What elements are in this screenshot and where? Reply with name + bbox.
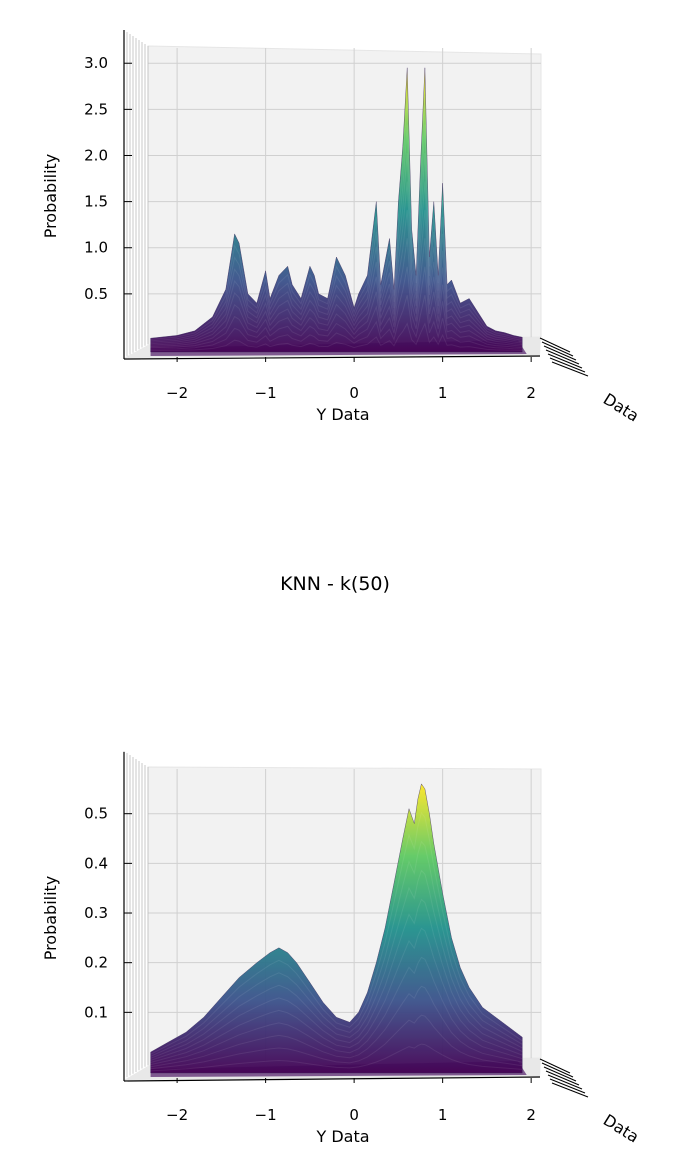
mesh-line (150, 840, 523, 1057)
x-axis-label: Y Data (315, 1127, 369, 1146)
y-tick-label: 2.5 (84, 100, 108, 118)
x-axis-label: Y Data (315, 405, 369, 424)
mesh-line (150, 927, 523, 1063)
x-tick-label: 0 (349, 1106, 359, 1124)
chart-panel-2: −2 −1 0 1 2 0.1 0.2 0.3 0.4 0.5 Y Data Probabili… (41, 751, 642, 1147)
y-axis-label: Probability (41, 154, 60, 239)
depth-tick (551, 1082, 589, 1098)
depth-tick (545, 1070, 580, 1086)
y-tick-label: 1.0 (84, 239, 108, 257)
mesh-line (150, 898, 523, 1061)
mesh-line (150, 181, 523, 345)
x-tick-label: −1 (255, 384, 277, 402)
surface-profile (150, 67, 523, 353)
y-tick-label: 0.5 (84, 805, 108, 823)
y-tick-label: 0.3 (84, 904, 108, 922)
mesh-line (150, 985, 523, 1068)
y-axis-label: Probability (41, 876, 60, 961)
y-tick-labels: 0.1 0.2 0.3 0.4 0.5 (84, 805, 132, 1021)
depth-tick (547, 1074, 583, 1090)
depth-axis (539, 1058, 589, 1098)
x-tick-label: 2 (526, 1106, 536, 1124)
mesh-line (150, 153, 523, 343)
x-tick-labels: −2 −1 0 1 2 (166, 357, 536, 402)
x-tick-label: −1 (255, 1106, 277, 1124)
x-tick-label: 2 (526, 384, 536, 402)
depth-tick (543, 1066, 577, 1082)
depth-axis-label: Data (600, 1110, 642, 1146)
surface-profile (150, 783, 523, 1074)
depth-tick (543, 345, 577, 361)
x-tick-label: 0 (349, 384, 359, 402)
y-tick-label: 0.2 (84, 954, 108, 972)
depth-tick (549, 357, 586, 373)
depth-tick (539, 1058, 571, 1074)
mesh-line (150, 238, 523, 347)
mesh-line (150, 1043, 523, 1072)
y-tick-label: 2.0 (84, 146, 108, 164)
y-tick-labels: 0.5 1.0 1.5 2.0 2.5 3.0 (84, 54, 132, 303)
y-tick-label: 3.0 (84, 54, 108, 72)
x-tick-labels: −2 −1 0 1 2 (166, 1078, 536, 1124)
mesh-line (150, 209, 523, 346)
depth-axis-label: Data (600, 389, 642, 425)
depth-axis (539, 337, 589, 377)
depth-tick (541, 1062, 574, 1078)
mesh-line (150, 956, 523, 1066)
depth-tick (539, 337, 571, 353)
x-axis-spine (123, 1076, 541, 1082)
mesh-line (150, 1014, 523, 1070)
x-tick-label: 1 (438, 1106, 448, 1124)
mesh-line (150, 322, 523, 352)
y-tick-label: 0.4 (84, 854, 108, 872)
mesh-line (150, 811, 523, 1055)
depth-tick (541, 341, 574, 357)
mesh-line (150, 295, 523, 350)
left-wall-lines (123, 751, 149, 1079)
y-tick-label: 1.5 (84, 193, 108, 211)
y-tick-label: 0.1 (84, 1003, 108, 1021)
x-tick-label: 1 (438, 384, 448, 402)
surface-plot (150, 67, 527, 356)
surface-plot (150, 783, 527, 1077)
mesh-line (150, 96, 523, 340)
x-tick-label: −2 (166, 384, 188, 402)
chart-panel-1: −2 −1 0 1 2 0.5 1.0 1.5 2.0 2.5 3.0 Y Data Probab… (41, 30, 642, 426)
depth-tick (547, 353, 583, 369)
y-tick-label: 0.5 (84, 285, 108, 303)
depth-tick (545, 349, 580, 365)
x-tick-label: −2 (166, 1106, 188, 1124)
chart-title: KNN - k(50) (280, 573, 390, 595)
mesh-line (150, 266, 523, 349)
left-wall-lines (123, 30, 149, 358)
x-axis-spine (123, 355, 541, 360)
depth-tick (549, 1078, 586, 1094)
mesh-line (150, 869, 523, 1059)
mesh-line (150, 124, 523, 342)
depth-tick (551, 361, 589, 377)
